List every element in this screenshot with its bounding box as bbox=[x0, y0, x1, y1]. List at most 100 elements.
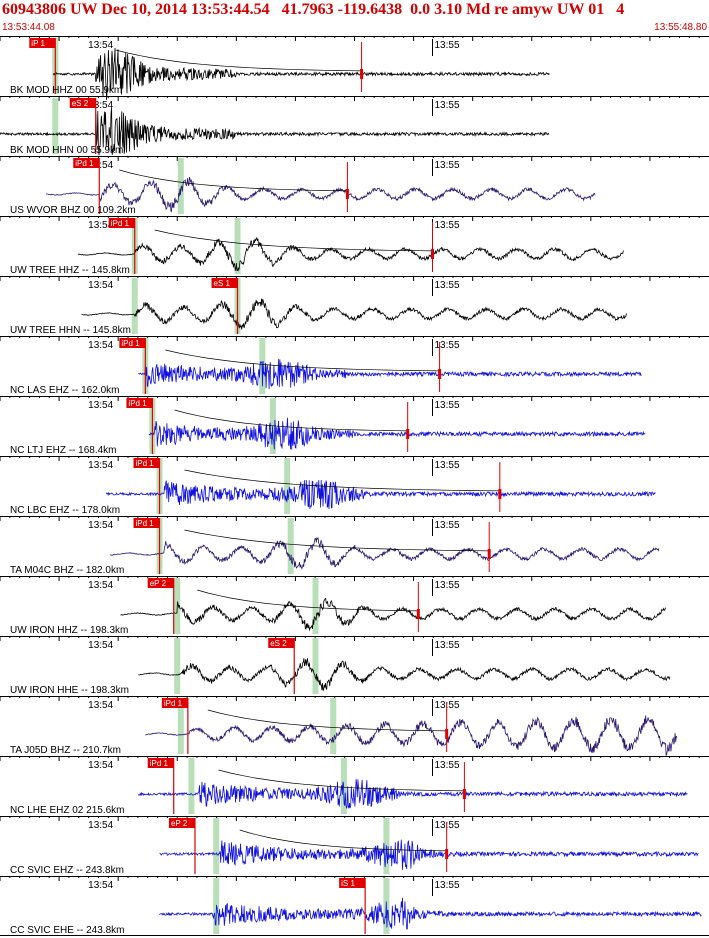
minute-label: 13:54 bbox=[88, 160, 113, 171]
minute-label: 13:55 bbox=[434, 760, 459, 771]
coda-curve bbox=[174, 409, 408, 432]
minute-label: 13:54 bbox=[88, 820, 113, 831]
coda-marker bbox=[498, 489, 502, 499]
station-label: US WVOR BHZ 00 109.2km bbox=[10, 205, 136, 216]
coda-curve bbox=[115, 49, 362, 72]
minute-label: 13:54 bbox=[88, 460, 113, 471]
pick-flag bbox=[268, 638, 295, 648]
minute-label: 13:55 bbox=[434, 280, 459, 291]
waveform bbox=[145, 715, 678, 757]
pick-window bbox=[312, 638, 319, 694]
waveform bbox=[137, 779, 688, 809]
pick-label: eS 2 bbox=[72, 99, 89, 108]
coda-marker bbox=[430, 249, 434, 259]
minute-label: 13:54 bbox=[88, 700, 113, 711]
pick-label: iPd 1 bbox=[136, 459, 155, 468]
station-label: UW TREE HHN -- 145.8km bbox=[10, 325, 131, 336]
waveform bbox=[138, 358, 642, 390]
station-label: BK MOD HHN 00 55.9km bbox=[10, 145, 123, 156]
pick-flag bbox=[133, 518, 160, 528]
trace-panel: 13:54 13:55 iPd 1 NC LAS EHZ -- 162.0km bbox=[0, 336, 709, 396]
minute-label: 13:55 bbox=[434, 580, 459, 591]
pick-label: eS 1 bbox=[214, 279, 231, 288]
trace-panel: 13:54 13:55 iPd 1 TA J05D BHZ -- 210.7km bbox=[0, 696, 709, 757]
event-header: 60943806 UW Dec 10, 2014 13:53:44.54 41.… bbox=[0, 0, 709, 36]
pick-window bbox=[131, 278, 138, 334]
minute-label: 13:54 bbox=[88, 280, 113, 291]
trace-panel: 13:54 13:55 iS 1 CC SVIC EHE -- 243.8km bbox=[0, 876, 709, 936]
waveform bbox=[52, 47, 550, 101]
station-label: CC SVIC EHE -- 243.8km bbox=[10, 925, 124, 936]
station-label: NC LTJ EHZ -- 168.4km bbox=[10, 445, 117, 456]
pick-label: iP 1 bbox=[31, 39, 45, 48]
trace-panel: 13:54 13:55 eS 2 BK MOD HHN 00 55.9km bbox=[0, 96, 709, 156]
trace-panel: 13:54 13:55 eS 2 UW IRON HHE -- 198.3km bbox=[0, 636, 709, 696]
minute-label: 13:54 bbox=[88, 340, 113, 351]
trace-panel: 13:54 13:55 iP 1 BK MOD HHZ 00 55.9km bbox=[0, 36, 709, 101]
waveform bbox=[0, 107, 550, 156]
pick-label: eP 2 bbox=[150, 579, 167, 588]
event-title: 60943806 UW Dec 10, 2014 13:53:44.54 41.… bbox=[2, 1, 625, 18]
station-label: UW TREE HHZ -- 145.8km bbox=[10, 265, 130, 276]
pick-window bbox=[234, 218, 241, 274]
coda-curve bbox=[184, 529, 490, 552]
pick-label: iPd 1 bbox=[111, 219, 130, 228]
trace-panel: 13:54 13:55 iPd 1 NC LHE EHZ 02 215.6km bbox=[0, 756, 709, 816]
trace-panel: 13:54 13:55 iPd 1 US WVOR BHZ 00 109.2km bbox=[0, 156, 709, 216]
pick-flag bbox=[147, 578, 174, 588]
coda-marker bbox=[462, 789, 466, 799]
coda-marker bbox=[416, 609, 420, 619]
minute-label: 13:54 bbox=[88, 580, 113, 591]
coda-curve bbox=[239, 829, 447, 852]
pick-window bbox=[177, 158, 184, 214]
pick-flag bbox=[339, 878, 366, 888]
start-time: 13:53:44.08 bbox=[2, 22, 55, 33]
station-label: BK MOD HHZ 00 55.9km bbox=[10, 85, 122, 96]
waveform bbox=[138, 658, 671, 691]
minute-label: 13:55 bbox=[434, 820, 459, 831]
pick-window bbox=[177, 698, 184, 754]
coda-marker bbox=[445, 849, 449, 859]
minute-label: 13:54 bbox=[88, 640, 113, 651]
station-label: TA J05D BHZ -- 210.7km bbox=[10, 745, 121, 756]
coda-marker bbox=[345, 189, 349, 199]
pick-window bbox=[188, 758, 195, 814]
station-label: NC LBC EHZ -- 178.0km bbox=[10, 505, 120, 516]
coda-curve bbox=[119, 169, 348, 192]
coda-marker bbox=[487, 549, 491, 559]
waveform bbox=[105, 479, 656, 510]
pick-flag bbox=[161, 698, 188, 708]
trace-panel: 13:54 13:55 iPd 1 NC LTJ EHZ -- 168.4km bbox=[0, 396, 709, 456]
minute-label: 13:54 bbox=[88, 520, 113, 531]
coda-curve bbox=[207, 709, 447, 732]
end-time: 13:55:48.80 bbox=[654, 22, 707, 33]
coda-curve bbox=[218, 769, 465, 792]
minute-label: 13:54 bbox=[88, 880, 113, 891]
coda-curve bbox=[197, 589, 419, 612]
minute-label: 13:55 bbox=[434, 40, 459, 51]
minute-label: 13:54 bbox=[88, 40, 113, 51]
waveform bbox=[81, 298, 628, 330]
pick-window bbox=[287, 518, 294, 574]
pick-label: eP 2 bbox=[171, 819, 188, 828]
station-label: UW IRON HHE -- 198.3km bbox=[10, 685, 129, 696]
pick-flag bbox=[147, 758, 174, 768]
coda-curve bbox=[154, 229, 433, 252]
pick-label: iPd 1 bbox=[75, 159, 94, 168]
minute-label: 13:55 bbox=[434, 640, 459, 651]
minute-label: 13:55 bbox=[434, 460, 459, 471]
minute-label: 13:55 bbox=[434, 700, 459, 711]
minute-label: 13:55 bbox=[434, 340, 459, 351]
coda-curve bbox=[184, 469, 500, 492]
pick-window bbox=[284, 458, 291, 514]
pick-flag bbox=[69, 98, 96, 108]
waveform bbox=[109, 536, 660, 570]
pick-flag bbox=[168, 818, 195, 828]
trace-panel: 13:54 13:55 iPd 1 UW TREE HHZ -- 145.8km bbox=[0, 216, 709, 276]
trace-panel: 13:54 13:55 iPd 1 TA M04C BHZ -- 182.0km bbox=[0, 516, 709, 576]
station-label: NC LAS EHZ -- 162.0km bbox=[10, 385, 119, 396]
pick-flag bbox=[211, 278, 238, 288]
minute-label: 13:54 bbox=[88, 400, 113, 411]
station-label: NC LHE EHZ 02 215.6km bbox=[10, 805, 125, 816]
